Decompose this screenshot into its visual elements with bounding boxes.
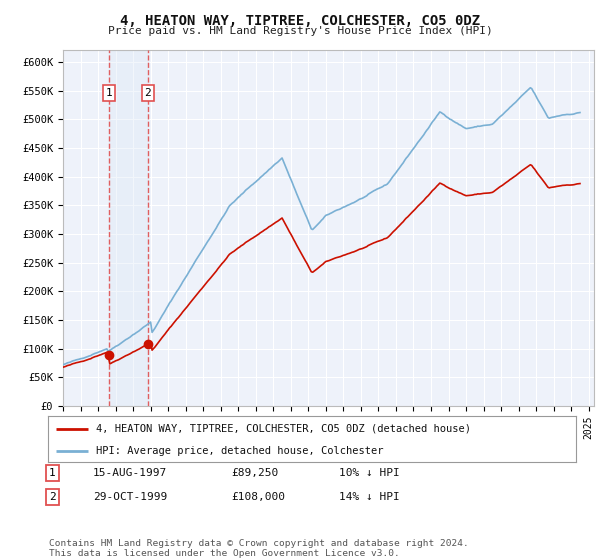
Text: 15-AUG-1997: 15-AUG-1997 (93, 468, 167, 478)
Text: 10% ↓ HPI: 10% ↓ HPI (339, 468, 400, 478)
Text: 4, HEATON WAY, TIPTREE, COLCHESTER, CO5 0DZ: 4, HEATON WAY, TIPTREE, COLCHESTER, CO5 … (120, 14, 480, 28)
Text: 4, HEATON WAY, TIPTREE, COLCHESTER, CO5 0DZ (detached house): 4, HEATON WAY, TIPTREE, COLCHESTER, CO5 … (95, 424, 470, 434)
Bar (109, 50, 148, 406)
Text: 2: 2 (49, 492, 56, 502)
Text: 2: 2 (144, 88, 151, 98)
Text: 29-OCT-1999: 29-OCT-1999 (93, 492, 167, 502)
Text: 1: 1 (49, 468, 56, 478)
Text: £89,250: £89,250 (231, 468, 278, 478)
Text: Price paid vs. HM Land Registry's House Price Index (HPI): Price paid vs. HM Land Registry's House … (107, 26, 493, 36)
Text: Contains HM Land Registry data © Crown copyright and database right 2024.
This d: Contains HM Land Registry data © Crown c… (49, 539, 469, 558)
Text: 1: 1 (106, 88, 112, 98)
Text: £108,000: £108,000 (231, 492, 285, 502)
Text: HPI: Average price, detached house, Colchester: HPI: Average price, detached house, Colc… (95, 446, 383, 455)
Text: 14% ↓ HPI: 14% ↓ HPI (339, 492, 400, 502)
